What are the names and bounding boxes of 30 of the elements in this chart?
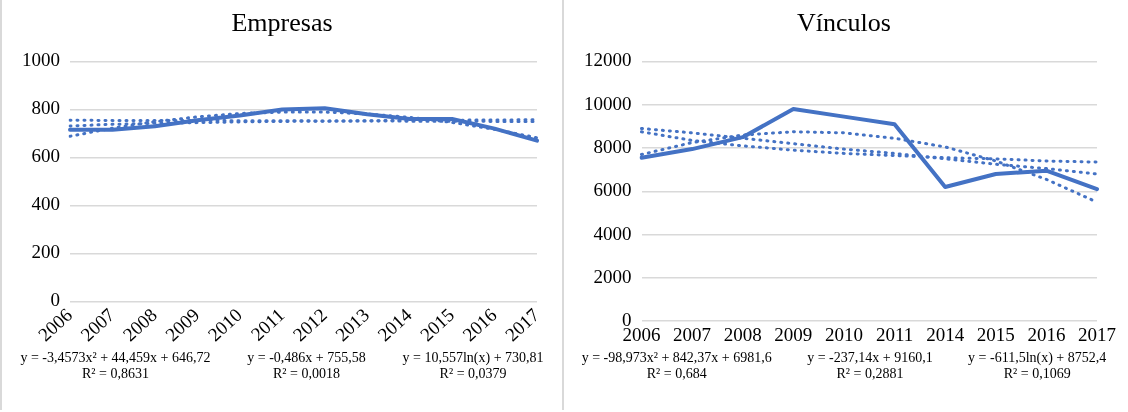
text: y = -3,4573x² + 44,459x + 646,72 R² = 0,8631 — [20, 350, 211, 382]
text: y = -611,5ln(x) + 8752,4 R² = 0,1069 — [968, 350, 1107, 382]
x-tick-label: 2009 — [774, 323, 813, 345]
y-tick-label: 400 — [31, 193, 60, 215]
x-tick-label: 2015 — [976, 323, 1015, 345]
x-tick-label: 2010 — [824, 323, 863, 345]
y-tick-label: 6000 — [593, 179, 632, 201]
x-tick-label: 2017 — [1078, 323, 1116, 345]
y-tick-label: 600 — [31, 145, 60, 167]
y-tick-label: 0 — [50, 289, 60, 311]
y-tick-label: 4000 — [593, 222, 632, 244]
y-tick-label: 12000 — [584, 49, 632, 71]
chart-title: Empresas — [230, 7, 334, 39]
x-tick-label: 2011 — [875, 323, 914, 345]
x-tick-label: 2007 — [673, 323, 712, 345]
y-tick-label: 2000 — [593, 265, 632, 287]
text: y = -0,486x + 755,58 R² = 0,0018 — [247, 350, 366, 382]
text: y = 10,557ln(x) + 730,81 R² = 0,0379 — [402, 350, 544, 382]
y-tick-label: 8000 — [593, 135, 632, 157]
x-tick-label: 2014 — [926, 323, 965, 345]
chart-title: Vínculos — [796, 7, 892, 39]
y-tick-label: 1000 — [22, 49, 60, 71]
x-tick-label: 2016 — [1027, 323, 1066, 345]
y-tick-label: 800 — [31, 97, 60, 119]
x-tick-label: 2011 — [246, 304, 289, 345]
y-tick-label: 10000 — [584, 92, 632, 114]
text: y = -98,973x² + 842,37x + 6981,6 R² = 0,684 — [581, 350, 772, 382]
text: y = -237,14x + 9160,1 R² = 0,2881 — [807, 350, 933, 382]
x-tick-label: 2008 — [723, 323, 762, 345]
y-tick-label: 200 — [31, 241, 60, 263]
